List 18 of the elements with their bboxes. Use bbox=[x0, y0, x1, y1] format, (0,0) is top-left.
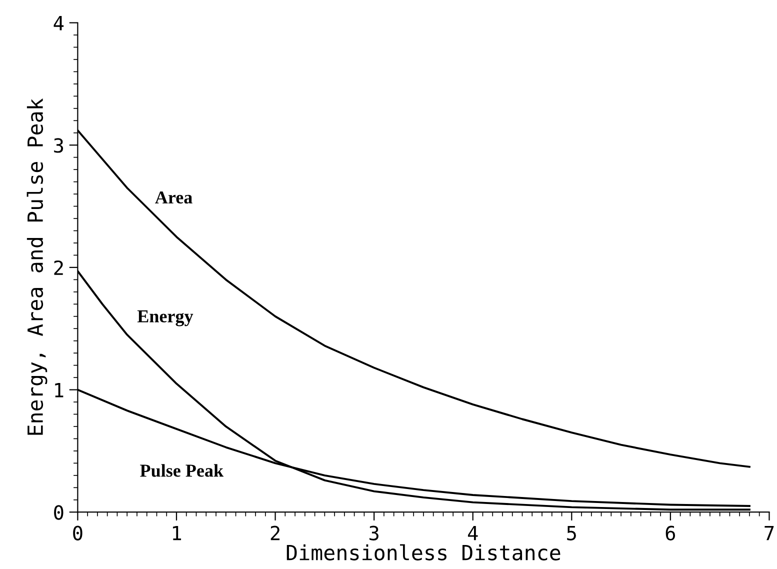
x-tick-label: 5 bbox=[567, 526, 576, 540]
x-tick-label: 7 bbox=[764, 526, 774, 540]
y-tick-label: 2 bbox=[54, 260, 63, 275]
y-tick-label: 4 bbox=[54, 16, 64, 30]
x-axis-title: Dimensionless Distance bbox=[286, 544, 560, 560]
x-tick-label: 6 bbox=[666, 526, 676, 540]
series-label: Area bbox=[155, 191, 192, 204]
x-tick-label: 2 bbox=[270, 526, 280, 540]
y-tick-label: 3 bbox=[54, 138, 64, 153]
x-tick-label: 1 bbox=[172, 526, 182, 540]
series-label: Energy bbox=[137, 310, 194, 326]
x-tick-label: 3 bbox=[370, 526, 378, 540]
y-tick-label: 0 bbox=[54, 505, 64, 520]
y-axis-title: Energy, Area and Pulse Peak bbox=[26, 98, 48, 435]
x-tick-label: 0 bbox=[73, 526, 82, 540]
x-tick-label: 4 bbox=[468, 526, 478, 540]
y-tick-label: 1 bbox=[55, 383, 64, 398]
series-label: Pulse Peak bbox=[140, 464, 224, 477]
